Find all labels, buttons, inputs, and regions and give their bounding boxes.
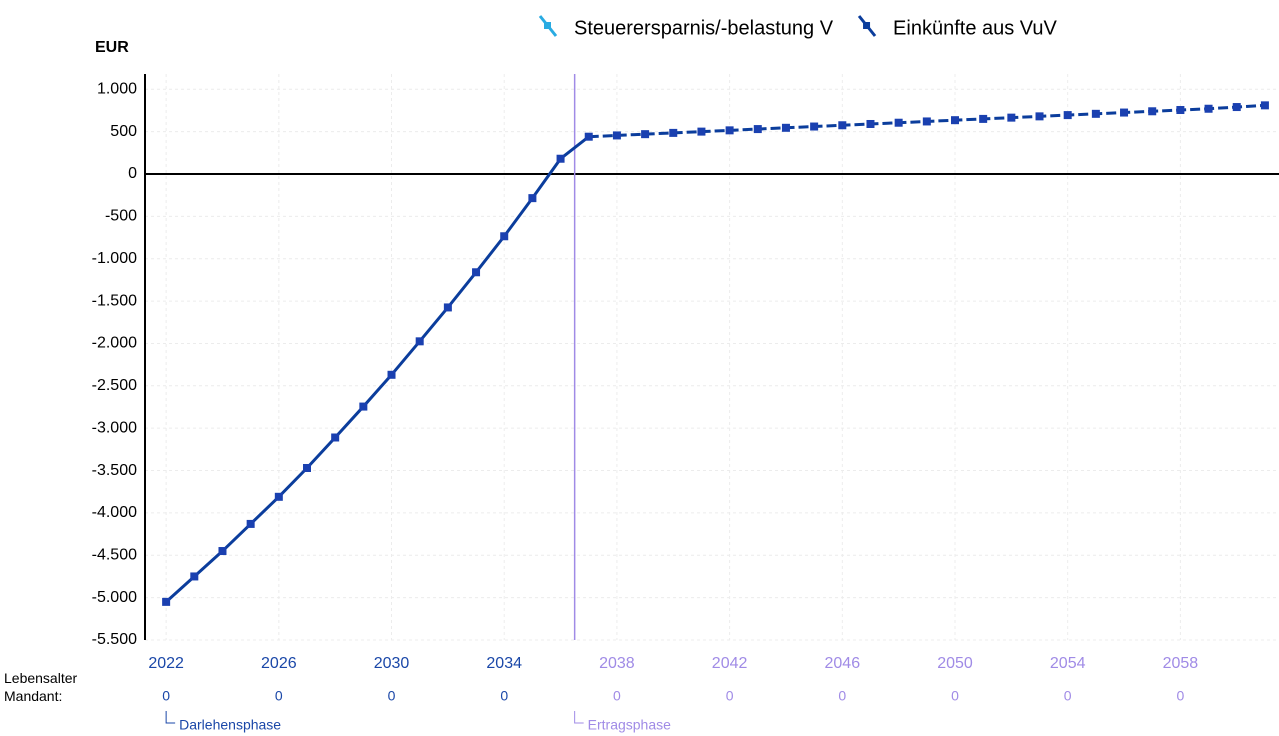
y-tick-label: -5.500 [92, 631, 137, 648]
y-tick-label: -4.000 [92, 504, 137, 521]
y-tick-label: -500 [105, 208, 137, 225]
age-label: 0 [726, 688, 734, 704]
point [274, 492, 283, 501]
y-tick-label: -1.500 [92, 292, 137, 309]
point [1120, 108, 1129, 117]
phase-bracket [574, 711, 584, 724]
point [528, 194, 537, 203]
age-label: 0 [1176, 688, 1184, 704]
age-label: 0 [951, 688, 959, 704]
point [303, 463, 311, 472]
series-line [165, 135, 590, 603]
point [331, 433, 340, 442]
y-tick-label: 0 [128, 165, 137, 182]
legend-swatch-marker [863, 22, 871, 29]
legend-item: Einkünfte aus VuV [857, 15, 1058, 39]
legend-label: Steuerersparnis/-belastung V [574, 17, 834, 39]
point [1260, 101, 1269, 110]
age-label: 0 [613, 688, 621, 704]
point [584, 132, 593, 141]
age-row-label: Lebensalter Mandant: [4, 670, 78, 704]
point [781, 123, 790, 132]
legend-swatch-marker [544, 22, 551, 29]
point [951, 116, 959, 125]
point [556, 154, 565, 163]
point [443, 303, 452, 312]
point [1063, 111, 1072, 120]
age-label: 0 [1064, 688, 1072, 704]
y-tick-label: 1.000 [97, 80, 137, 97]
y-tick-label: -3.000 [92, 419, 137, 436]
x-tick-label: 2034 [486, 655, 522, 672]
age-label: 0 [500, 688, 508, 704]
y-tick-label: -2.000 [92, 335, 137, 352]
point [1035, 112, 1044, 121]
point [979, 114, 988, 123]
y-axis-label: EUR [95, 39, 129, 56]
point [162, 597, 171, 606]
point [866, 119, 875, 128]
point [500, 232, 509, 241]
x-tick-label: 2042 [712, 655, 748, 672]
point [415, 337, 424, 346]
point [894, 118, 903, 127]
age-label: 0 [275, 688, 283, 704]
point [612, 131, 621, 140]
age-label: 0 [162, 688, 170, 704]
phase-bracket [165, 711, 176, 724]
age-label: 0 [388, 688, 396, 704]
age-label: 0 [838, 688, 846, 704]
x-tick-label: 2038 [599, 655, 635, 672]
x-tick-label: 2022 [148, 655, 184, 672]
phase-label: Darlehensphase [179, 717, 281, 733]
point [669, 128, 678, 137]
point [1204, 104, 1213, 113]
point [922, 117, 931, 126]
point [641, 130, 650, 139]
point [838, 121, 847, 130]
legend-item: Steuerersparnis/-belastung V [538, 15, 834, 39]
point [725, 126, 734, 135]
point [1176, 106, 1185, 115]
point [810, 122, 819, 131]
point [387, 370, 396, 379]
point [246, 519, 255, 528]
point [1091, 109, 1100, 118]
y-tick-label: -5.000 [92, 589, 137, 606]
x-tick-label: 2058 [1163, 655, 1199, 672]
y-tick-label: 500 [110, 123, 137, 140]
x-tick-label: 2030 [374, 655, 410, 672]
point [1007, 113, 1016, 122]
y-tick-label: -4.500 [92, 546, 137, 563]
point [472, 268, 481, 277]
x-tick-label: 2026 [261, 655, 297, 672]
point [697, 127, 706, 136]
point [218, 547, 227, 556]
x-tick-label: 2050 [937, 655, 973, 672]
point [1232, 103, 1241, 112]
point [359, 402, 368, 411]
point [1148, 107, 1157, 116]
x-tick-label: 2054 [1050, 655, 1086, 672]
y-tick-label: -1.000 [92, 250, 137, 267]
x-tick-label: 2046 [825, 655, 861, 672]
y-tick-label: -2.500 [92, 377, 137, 394]
phase-label: Ertragsphase [588, 717, 671, 733]
point [190, 572, 199, 581]
y-tick-label: -3.500 [92, 462, 137, 479]
point [753, 125, 762, 134]
legend-label: Einkünfte aus VuV [893, 17, 1057, 39]
